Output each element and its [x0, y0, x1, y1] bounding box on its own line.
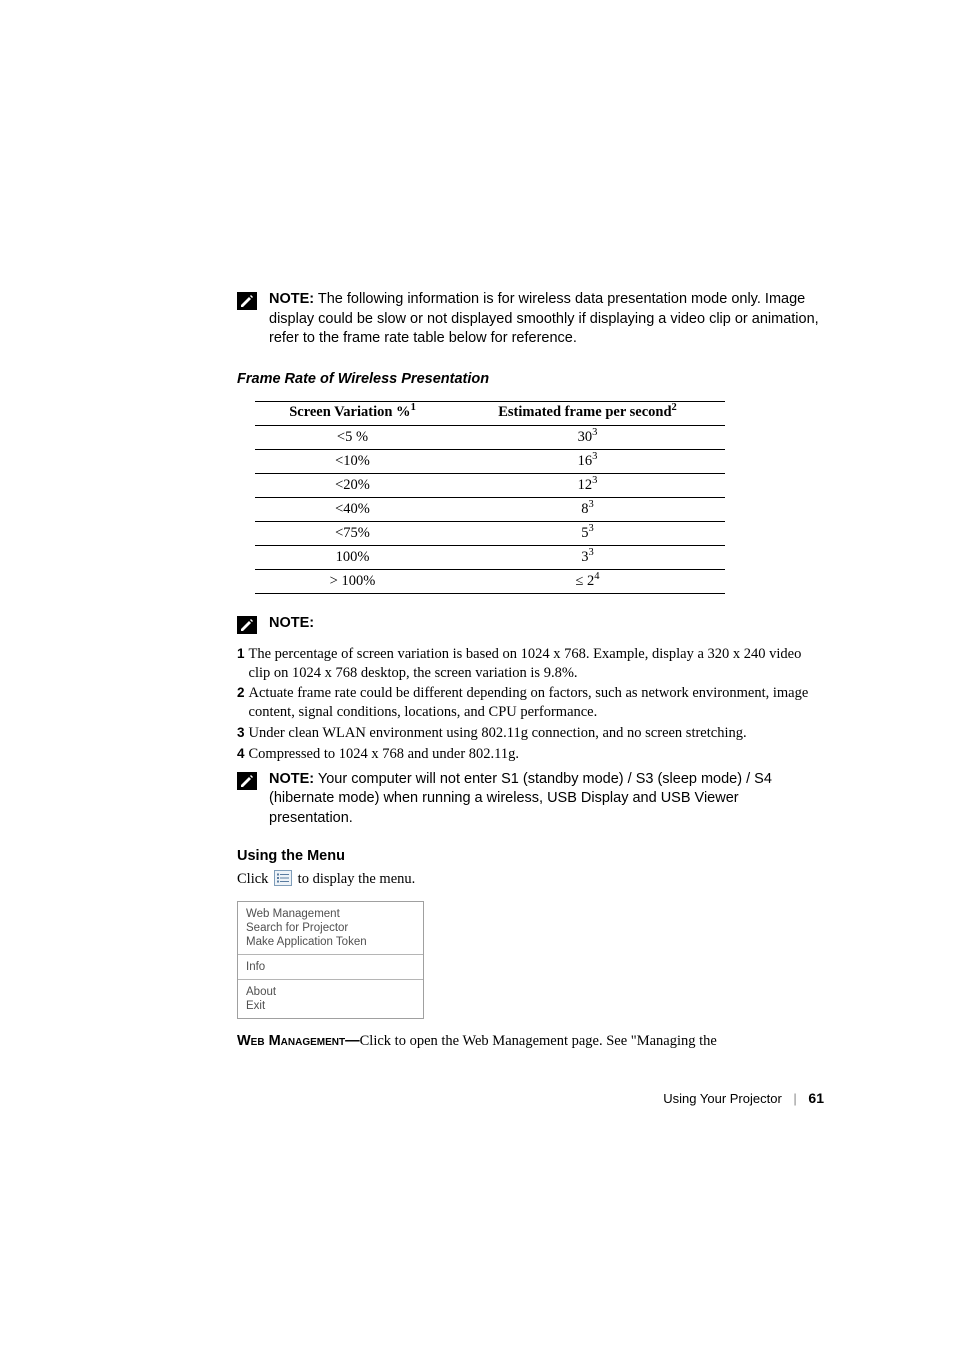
table-heading: Frame Rate of Wireless Presentation: [237, 371, 824, 387]
page-footer: Using Your Projector | 61: [237, 1090, 824, 1106]
table-header-col1: Screen Variation %1: [255, 401, 450, 425]
table-header-col2: Estimated frame per second2: [450, 401, 725, 425]
menu-item[interactable]: Search for Projector: [246, 921, 415, 935]
numbered-note-item: 3Under clean WLAN environment using 802.…: [237, 724, 824, 743]
note-body: The following information is for wireles…: [269, 291, 819, 346]
menu-group-1: Web ManagementSearch for ProjectorMake A…: [238, 902, 423, 954]
table-cell: 53: [450, 521, 725, 545]
table-cell: 303: [450, 425, 725, 449]
table-cell: <10%: [255, 449, 450, 473]
pencil-note-icon: [237, 616, 257, 639]
table-cell: ≤ 24: [450, 569, 725, 593]
menu-dropdown: Web ManagementSearch for ProjectorMake A…: [237, 901, 424, 1019]
page-number: 61: [808, 1090, 824, 1106]
instruction-post: to display the menu.: [294, 871, 415, 887]
table-cell: 83: [450, 497, 725, 521]
table-row: <5 %303: [255, 425, 725, 449]
note-text-1: NOTE: The following information is for w…: [269, 290, 824, 349]
numbered-note-item: 2Actuate frame rate could be different d…: [237, 684, 824, 722]
table-row: > 100%≤ 24: [255, 569, 725, 593]
menu-item[interactable]: About: [246, 985, 415, 999]
table-cell: <40%: [255, 497, 450, 521]
menu-item[interactable]: Make Application Token: [246, 935, 415, 949]
table-cell: 123: [450, 473, 725, 497]
note-item-text: Under clean WLAN environment using 802.1…: [249, 724, 747, 743]
note-item-text: Actuate frame rate could be different de…: [249, 684, 824, 722]
note-number: 2: [237, 684, 245, 722]
note-body: Your computer will not enter S1 (standby…: [269, 771, 772, 826]
table-cell: <75%: [255, 521, 450, 545]
table-row: <75%53: [255, 521, 725, 545]
web-management-label: Web Management—: [237, 1033, 360, 1049]
col1-header-sup: 1: [411, 402, 416, 413]
menu-item[interactable]: Web Management: [246, 907, 415, 921]
document-page: NOTE: The following information is for w…: [0, 0, 954, 1206]
menu-group-3: AboutExit: [238, 979, 423, 1018]
table-row: <20%123: [255, 473, 725, 497]
note-label: NOTE:: [269, 615, 314, 631]
numbered-note-item: 1The percentage of screen variation is b…: [237, 645, 824, 683]
note-number: 3: [237, 724, 245, 743]
menu-instruction: Click to display the menu.: [237, 870, 824, 891]
table-cell: 33: [450, 545, 725, 569]
web-management-text: Click to open the Web Management page. S…: [360, 1033, 717, 1049]
table-cell: <5 %: [255, 425, 450, 449]
menu-item[interactable]: Exit: [246, 999, 415, 1013]
col2-header-text: Estimated frame per second: [498, 404, 671, 420]
instruction-pre: Click: [237, 871, 272, 887]
list-menu-icon: [274, 870, 292, 891]
table-row: <40%83: [255, 497, 725, 521]
numbered-notes: 1The percentage of screen variation is b…: [237, 645, 824, 764]
using-menu-heading: Using the Menu: [237, 848, 824, 864]
note-block-3: NOTE: Your computer will not enter S1 (s…: [237, 770, 824, 829]
note-label: NOTE:: [269, 771, 314, 787]
note-text-3: NOTE: Your computer will not enter S1 (s…: [269, 770, 824, 829]
footer-text: Using Your Projector: [663, 1091, 782, 1106]
table-cell: > 100%: [255, 569, 450, 593]
frame-rate-table: Screen Variation %1 Estimated frame per …: [255, 401, 725, 594]
numbered-note-item: 4Compressed to 1024 x 768 and under 802.…: [237, 745, 824, 764]
note-block-1: NOTE: The following information is for w…: [237, 290, 824, 349]
note-number: 1: [237, 645, 245, 683]
col1-header-text: Screen Variation %: [289, 404, 410, 420]
col2-header-sup: 2: [672, 402, 677, 413]
pencil-note-icon: [237, 292, 257, 315]
table-cell: <20%: [255, 473, 450, 497]
table-header-row: Screen Variation %1 Estimated frame per …: [255, 401, 725, 425]
footer-separator: |: [793, 1091, 796, 1106]
note-text-2: NOTE:: [269, 614, 314, 634]
note-label: NOTE:: [269, 291, 314, 307]
note-item-text: The percentage of screen variation is ba…: [249, 645, 824, 683]
note-item-text: Compressed to 1024 x 768 and under 802.1…: [249, 745, 520, 764]
menu-group-2: Info: [238, 954, 423, 979]
web-management-line: Web Management—Click to open the Web Man…: [237, 1033, 824, 1050]
menu-item[interactable]: Info: [246, 960, 415, 974]
note-block-2: NOTE:: [237, 614, 824, 639]
table-row: <10%163: [255, 449, 725, 473]
table-cell: 100%: [255, 545, 450, 569]
table-cell: 163: [450, 449, 725, 473]
pencil-note-icon: [237, 772, 257, 795]
table-row: 100%33: [255, 545, 725, 569]
note-number: 4: [237, 745, 245, 764]
